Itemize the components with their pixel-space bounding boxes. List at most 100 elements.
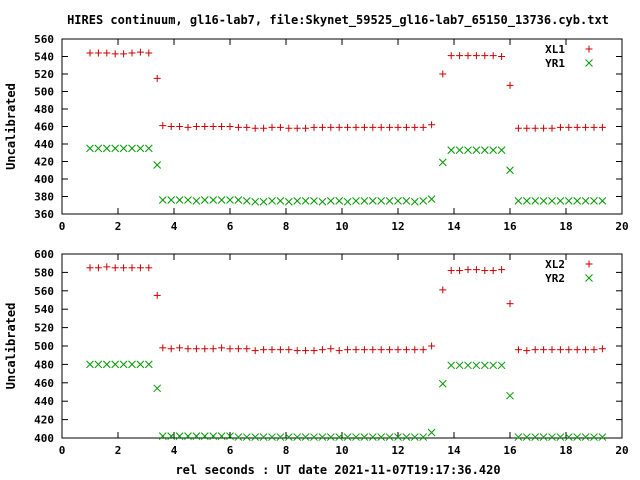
xl1-point <box>582 123 590 131</box>
yr1-point <box>259 197 268 206</box>
xl1-point <box>411 123 419 131</box>
xl1-point <box>103 49 111 57</box>
xl1-point <box>145 49 153 57</box>
yr2-point <box>539 433 548 441</box>
bottom-x-tick-label: 6 <box>227 444 234 457</box>
xl1-point <box>302 124 310 132</box>
yr2-point <box>447 361 456 370</box>
xl1-point <box>540 124 548 132</box>
bottom-x-tick-label: 10 <box>335 444 348 457</box>
yr1-point <box>402 197 411 205</box>
yr2-point <box>377 433 386 441</box>
top-plot-frame <box>61 38 623 215</box>
xl2-point <box>293 347 301 355</box>
top-x-tick-label: 0 <box>59 220 66 233</box>
yr1-point <box>506 166 514 175</box>
yr1-point <box>480 146 489 154</box>
yr1-point <box>284 197 293 206</box>
yr2-point <box>153 384 162 393</box>
bottom-legend-marker-xl2 <box>585 260 593 268</box>
xl2-point <box>243 345 251 353</box>
xl2-point <box>268 346 276 354</box>
xl2-point <box>523 347 531 355</box>
yr1-point <box>539 197 548 205</box>
xl2-point <box>310 347 318 355</box>
yr2-point <box>455 361 464 370</box>
yr1-point <box>522 197 531 205</box>
xl1-point <box>402 123 410 131</box>
xl1-point <box>153 74 161 82</box>
bottom-plot-frame <box>61 253 623 439</box>
bottom-x-tick-label: 4 <box>171 444 178 457</box>
yr1-point <box>360 197 369 205</box>
top-y-tick-label: 420 <box>34 156 54 169</box>
yr2-point <box>573 433 582 441</box>
top-x-tick-label: 2 <box>115 220 122 233</box>
xl1-point <box>234 123 242 131</box>
xl2-point <box>360 346 368 354</box>
yr2-point <box>506 391 514 400</box>
xl2-point <box>514 346 522 354</box>
top-panel: 360 380 400 420 440 460 480 500 520 540 560 0 2 4 6 8 10… <box>4 33 629 233</box>
yr1-point <box>226 196 234 204</box>
xl2-point <box>192 345 200 353</box>
xl1-point <box>276 123 284 131</box>
xl2-point <box>556 346 564 354</box>
xl1-point <box>243 123 251 131</box>
xl2-point <box>260 346 268 354</box>
xl1-point <box>293 124 301 132</box>
yr1-point <box>335 197 344 205</box>
yr1-point <box>489 146 498 154</box>
yr2-point <box>128 360 136 369</box>
top-legend-label-yr1: YR1 <box>545 57 565 70</box>
bottom-x-tick-label: 16 <box>503 444 517 457</box>
yr2-point <box>251 433 260 441</box>
bottom-series-yr2 <box>86 360 607 441</box>
yr1-point <box>385 197 394 205</box>
xl1-point <box>428 121 436 129</box>
yr2-point <box>217 432 226 441</box>
xl2-point <box>352 346 360 354</box>
bottom-y-tick-label: 580 <box>34 266 54 279</box>
xl1-point <box>167 123 175 130</box>
yr1-point <box>377 197 386 205</box>
yr1-point <box>598 197 607 205</box>
yr1-point <box>192 197 201 205</box>
xl1-point <box>548 124 556 132</box>
xl1-point <box>556 123 564 131</box>
top-y-axis-label: Uncalibrated <box>4 83 18 170</box>
xl1-point <box>184 123 192 131</box>
bottom-legend-label-xl2: XL2 <box>545 258 565 271</box>
yr1-point <box>573 197 582 205</box>
yr1-point <box>268 197 276 205</box>
bottom-y-tick-label: 560 <box>34 285 54 298</box>
yr1-point <box>158 196 167 204</box>
xl2-point <box>439 286 447 294</box>
xl1-point <box>386 123 394 131</box>
yr1-point <box>310 197 318 205</box>
yr2-point <box>556 433 565 441</box>
top-x-tick-label: 14 <box>447 220 461 233</box>
top-series-yr1 <box>86 144 607 206</box>
yr1-point <box>427 195 436 203</box>
bottom-y-tick-label: 440 <box>34 395 54 408</box>
bottom-y-tick-label: 540 <box>34 303 54 316</box>
bottom-x-tick-label: 2 <box>115 444 122 457</box>
top-x-tick-label: 10 <box>335 220 348 233</box>
yr1-point <box>326 197 335 205</box>
xl2-point <box>136 264 144 272</box>
xl1-point <box>489 52 497 60</box>
xl1-point <box>94 49 102 57</box>
xl2-point <box>218 344 226 352</box>
yr1-point <box>410 197 419 206</box>
yr2-point <box>514 433 523 441</box>
xl2-point <box>318 346 326 354</box>
xl1-point <box>447 52 455 60</box>
yr2-point <box>497 361 506 370</box>
yr1-point <box>548 197 556 205</box>
xl1-point <box>498 53 506 60</box>
xl1-point <box>310 123 318 131</box>
yr2-point <box>590 433 598 441</box>
xl2-point <box>447 267 455 275</box>
top-series-xl1 <box>86 48 606 132</box>
